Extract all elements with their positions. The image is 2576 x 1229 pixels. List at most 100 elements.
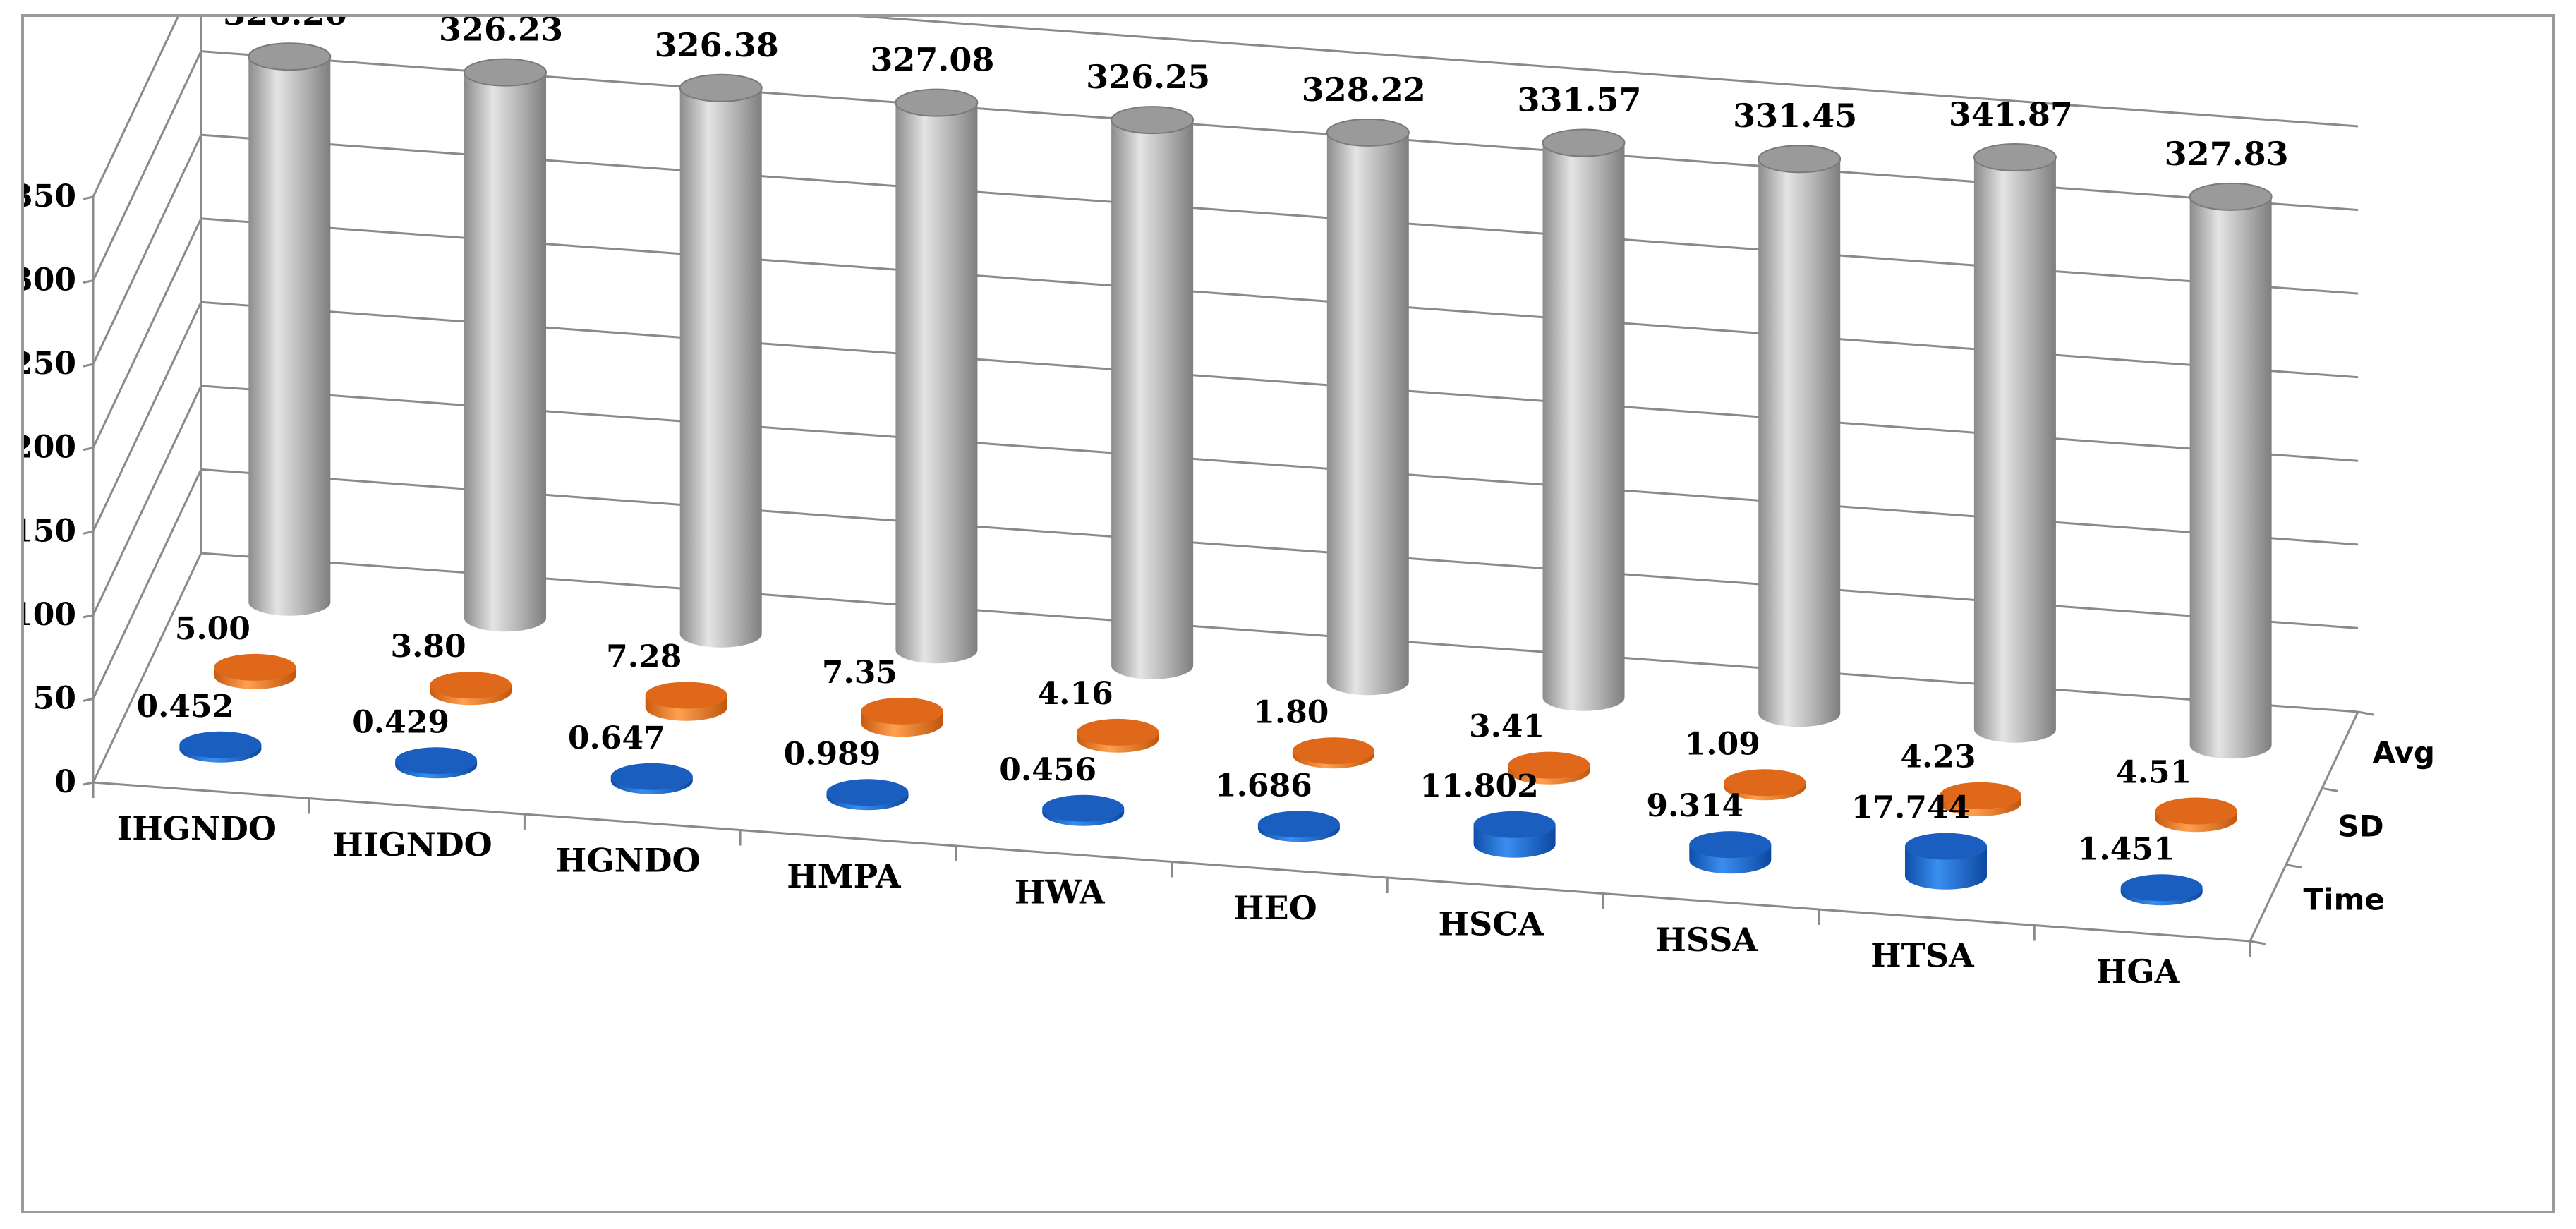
y-tick-label: 200 xyxy=(24,430,76,466)
y-tick-mark xyxy=(83,697,94,702)
side-gridline xyxy=(92,468,202,700)
x-category-label: HMPA xyxy=(787,857,902,895)
data-label-avg: 326.38 xyxy=(655,26,779,64)
bar-avg-hmpa xyxy=(895,88,979,664)
x-category-label: HEO xyxy=(1233,889,1317,927)
bar-avg-ihgndo xyxy=(248,42,332,616)
bar-avg-hsca xyxy=(1542,128,1626,711)
y-tick-mark xyxy=(83,530,94,535)
data-label-sd: 4.51 xyxy=(2116,755,2191,791)
bar-body xyxy=(2189,196,2272,759)
bar-top xyxy=(395,747,478,775)
data-label-sd: 7.35 xyxy=(822,655,897,691)
bar-avg-heo xyxy=(1326,118,1410,696)
bar-avg-hssa xyxy=(1758,145,1842,727)
bar-sd-higndo xyxy=(430,672,512,706)
data-label-time: 0.429 xyxy=(352,704,449,740)
bar-avg-hga xyxy=(2189,182,2273,759)
bar-top xyxy=(1758,145,1842,174)
bar-sd-ihgndo xyxy=(214,653,296,689)
bar-time-higndo xyxy=(395,747,478,779)
side-gridline xyxy=(92,385,202,616)
bar-time-ihgndo xyxy=(179,731,262,763)
y-tick-label: 100 xyxy=(24,597,76,633)
data-label-avg: 326.25 xyxy=(1086,58,1210,96)
bar-top xyxy=(895,88,979,117)
side-gridline xyxy=(92,134,202,365)
bar-top xyxy=(826,779,909,806)
bar-time-hwa xyxy=(1042,794,1125,826)
data-label-time: 17.744 xyxy=(1851,790,1970,826)
data-label-sd: 3.41 xyxy=(1469,709,1544,745)
x-category-label: HTSA xyxy=(1870,936,1975,974)
bar-sd-hmpa xyxy=(861,697,943,737)
bar-top xyxy=(214,653,296,681)
bar-sd-hga xyxy=(2155,797,2237,833)
bar-body xyxy=(1542,143,1625,711)
chart-frame: 0 50 100 150 200 250 300 350 IHGNDO HIGNDO HGNDO H… xyxy=(21,14,2555,1213)
data-label-sd: 4.23 xyxy=(1900,739,1976,775)
bar-top xyxy=(1473,811,1556,838)
bar-time-hssa xyxy=(1689,831,1772,874)
bar-body xyxy=(895,102,978,664)
bar-time-heo xyxy=(1257,811,1340,842)
data-label-avg: 341.87 xyxy=(1949,95,2073,133)
gridline xyxy=(857,17,2359,128)
bar-sd-hssa xyxy=(1724,769,1806,801)
chart-marks xyxy=(179,42,2273,906)
bar-top xyxy=(1111,106,1195,135)
bar-body xyxy=(248,56,331,616)
data-label-avg: 326.20 xyxy=(223,17,347,32)
data-label-sd: 1.09 xyxy=(1685,726,1760,762)
data-label-time: 1.686 xyxy=(1215,768,1312,804)
bar-top xyxy=(1077,718,1159,746)
x-category-label: HWA xyxy=(1015,873,1106,911)
y-tick-mark xyxy=(83,447,94,452)
bar-time-hgndo xyxy=(610,763,693,794)
y-tick-label: 150 xyxy=(24,513,76,549)
bar-top xyxy=(1689,831,1772,859)
side-gridline xyxy=(92,552,202,783)
bar-avg-hgndo xyxy=(679,73,763,648)
bar-top xyxy=(2189,182,2273,211)
side-gridline xyxy=(92,17,179,198)
bar-top xyxy=(1292,737,1374,765)
series-tick-mark xyxy=(2285,864,2302,869)
y-tick-mark xyxy=(83,195,94,200)
y-tick-label: 350 xyxy=(24,178,76,214)
bar-time-hmpa xyxy=(826,779,909,811)
side-gridline xyxy=(92,50,202,281)
bar-top xyxy=(1904,833,1987,860)
bar-top xyxy=(645,682,727,709)
bar-avg-higndo xyxy=(464,58,548,632)
x-category-label: HIGNDO xyxy=(332,825,492,864)
bar-sd-hgndo xyxy=(645,682,727,721)
data-label-time: 0.456 xyxy=(999,752,1096,788)
data-label-sd: 4.16 xyxy=(1038,676,1113,712)
bar-body xyxy=(1973,157,2056,743)
bar-top xyxy=(1508,751,1590,779)
data-label-time: 0.989 xyxy=(784,736,881,772)
y-tick-mark xyxy=(83,363,94,368)
bar-top xyxy=(1257,811,1340,838)
bar-sd-heo xyxy=(1292,737,1374,769)
data-label-avg: 326.23 xyxy=(439,17,563,49)
y-tick-mark xyxy=(83,614,94,619)
data-label-sd: 1.80 xyxy=(1253,694,1329,730)
series-axis-line xyxy=(2249,711,2359,942)
bar-body xyxy=(1326,132,1409,696)
data-labels: 326.20 326.23 326.38 327.08 326.25 328.22 331.… xyxy=(136,17,2288,867)
bar-body xyxy=(679,87,762,648)
x-category-label: HSCA xyxy=(1439,904,1544,943)
bar-time-hga xyxy=(2120,874,2203,906)
data-label-time: 9.314 xyxy=(1646,788,1743,824)
bar-sd-htsa xyxy=(1939,782,2021,816)
data-label-avg: 331.45 xyxy=(1733,97,1857,135)
x-axis: IHGNDO HIGNDO HGNDO HMPA HWA HEO HSCA HSSA HTSA H… xyxy=(92,781,2251,991)
bar-top xyxy=(2155,797,2237,825)
bar-time-htsa xyxy=(1904,833,1987,890)
bar-top xyxy=(248,42,332,71)
bar-top xyxy=(430,672,512,699)
data-label-time: 0.647 xyxy=(568,720,665,756)
bar-top xyxy=(679,73,763,102)
